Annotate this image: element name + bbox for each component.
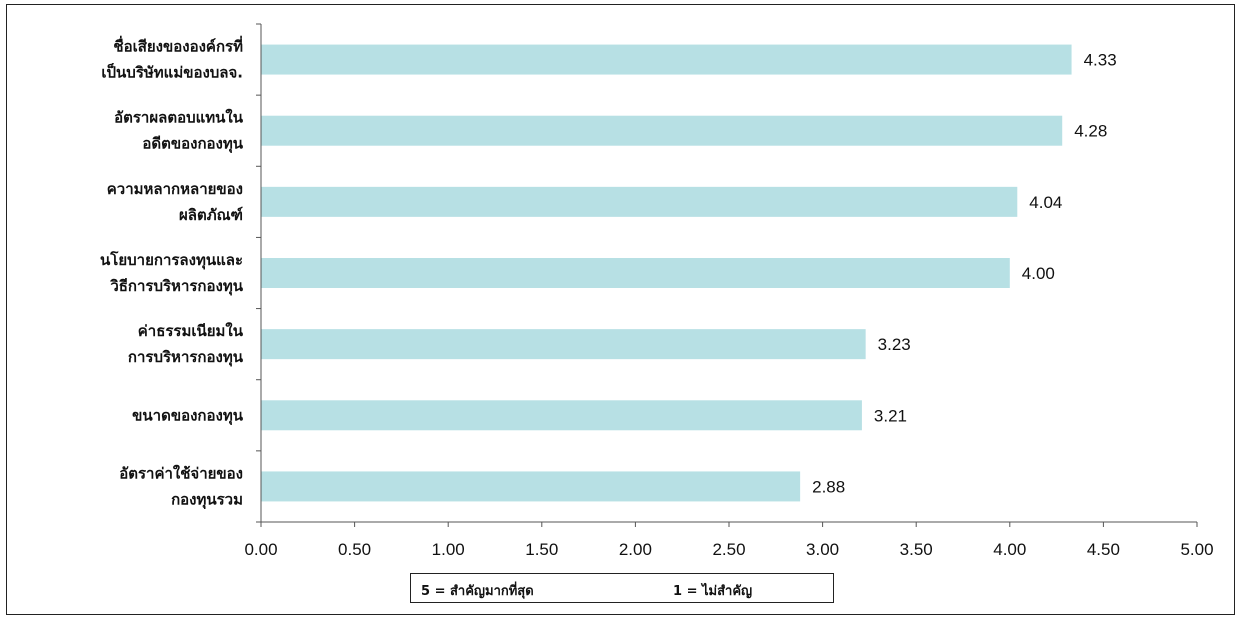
category-label: ผลิตภัณฑ์ (179, 206, 243, 224)
data-label: 4.33 (1084, 51, 1117, 70)
x-tick-label: 0.00 (244, 540, 277, 559)
category-label: นโยบายการลงทุนและ (100, 250, 243, 270)
legend-most-important: 5 = สำคัญมากที่สุด (421, 584, 534, 599)
category-label: ความหลากหลายของ (107, 180, 243, 198)
bar (261, 44, 1072, 75)
bar (261, 329, 866, 360)
data-label: 2.88 (812, 477, 845, 496)
chart-frame (6, 4, 1235, 615)
bar (261, 115, 1063, 146)
bar (261, 186, 1018, 217)
category-label: กองทุนรวม (171, 490, 243, 509)
category-label: เป็นบริษัทแม่ของบลจ. (101, 63, 243, 82)
category-label: ชื่อเสียงขององค์กรที่ (113, 36, 243, 56)
bar (261, 400, 862, 431)
bar (261, 258, 1010, 288)
category-label: ค่าธรรมเนียมใน (138, 322, 244, 340)
legend-box: 5 = สำคัญมากที่สุด 1 = ไม่สำคัญ (410, 573, 834, 603)
legend-not-important: 1 = ไม่สำคัญ (673, 584, 753, 599)
x-tick-label: 1.00 (432, 540, 465, 559)
data-label: 3.23 (878, 335, 911, 354)
x-tick-label: 4.00 (993, 540, 1026, 559)
data-label: 4.00 (1022, 264, 1055, 283)
x-tick-label: 2.50 (712, 540, 745, 559)
x-tick-label: 5.00 (1180, 540, 1213, 559)
category-label: อัตราผลตอบแทนใน (114, 109, 244, 127)
category-label: อดีตของกองทุน (142, 135, 243, 154)
x-tick-label: 3.50 (900, 540, 933, 559)
data-label: 3.21 (874, 406, 907, 425)
data-label: 4.04 (1029, 193, 1062, 212)
x-tick-label: 0.50 (338, 540, 371, 559)
category-label: ขนาดของกองทุน (132, 406, 244, 425)
category-label: การบริหารกองทุน (128, 348, 244, 367)
x-tick-label: 2.00 (619, 540, 652, 559)
category-label: วิธีการบริหารกองทุน (110, 277, 244, 296)
x-tick-label: 4.50 (1087, 540, 1120, 559)
category-label: อัตราค่าใช้จ่ายของ (119, 464, 243, 482)
x-tick-label: 1.50 (525, 540, 558, 559)
data-label: 4.28 (1074, 122, 1107, 141)
x-tick-label: 3.00 (806, 540, 839, 559)
bar (261, 471, 801, 502)
